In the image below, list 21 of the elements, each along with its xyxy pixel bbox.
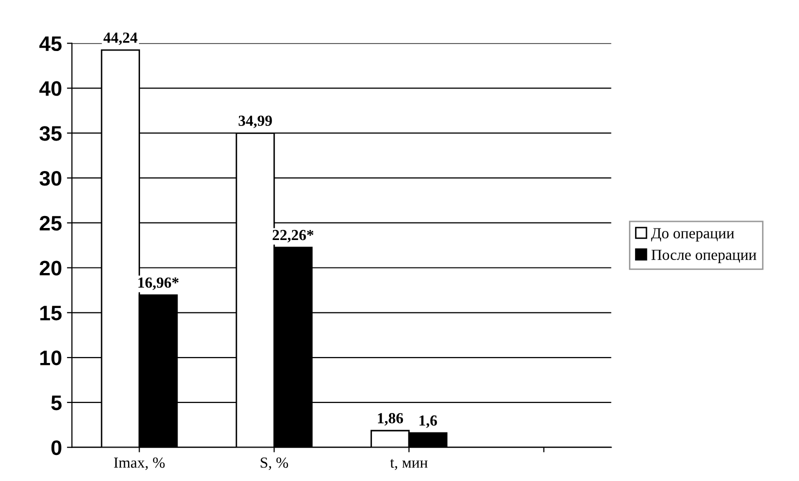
data-label: 34,99	[238, 116, 272, 128]
data-label: 44,24	[103, 32, 138, 46]
y-tick-label: 35	[39, 126, 62, 141]
y-tick-label: 40	[39, 81, 62, 96]
y-tick-label: 25	[40, 216, 62, 231]
x-tick-label: Imax, %	[114, 457, 165, 470]
y-tick-label: 30	[39, 170, 62, 186]
x-tick-label: t, мин	[390, 459, 428, 470]
y-tick-label: 0	[51, 440, 62, 456]
legend-label: До операции	[651, 228, 734, 242]
y-tick-label: 10	[40, 350, 62, 366]
data-label: 22,26*	[272, 230, 314, 242]
y-tick-label: 45	[39, 36, 62, 52]
legend-label: После операции	[651, 250, 756, 264]
data-label: 1,86	[378, 413, 404, 426]
y-tick-label: 15	[40, 306, 62, 320]
data-label: 1,6	[420, 415, 437, 428]
data-label: 16,96*	[138, 278, 179, 290]
y-tick-label: 20	[40, 260, 62, 276]
x-tick-label: S, %	[260, 457, 288, 470]
y-tick-label: 5	[51, 396, 62, 410]
